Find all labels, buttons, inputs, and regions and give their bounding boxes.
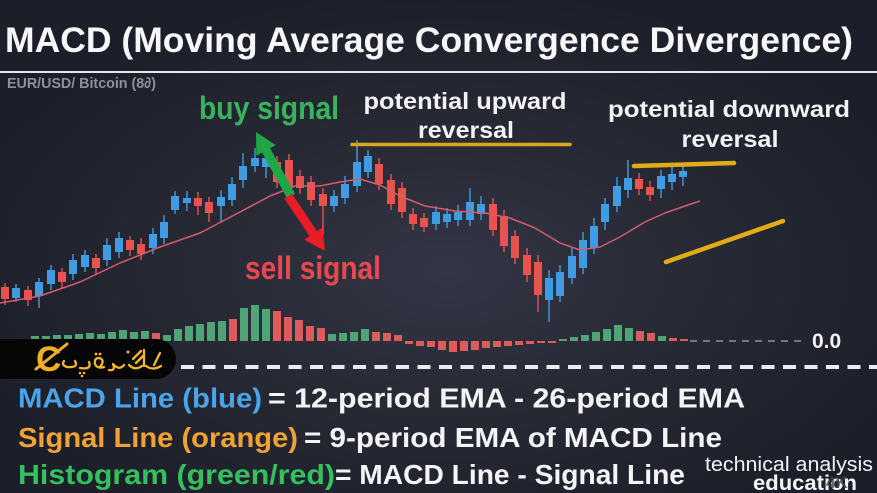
svg-text:reversal: reversal: [418, 117, 514, 143]
svg-text:sell signal: sell signal: [245, 250, 381, 286]
svg-text:reversal: reversal: [682, 126, 779, 152]
svg-text:EUR/USD/ Bitcoin (8∂): EUR/USD/ Bitcoin (8∂): [7, 75, 156, 92]
svg-text:buy signal: buy signal: [199, 90, 339, 126]
svg-text:Signal Line (orange)= 9-period: Signal Line (orange) = 9-period EMA of MA…: [18, 422, 722, 453]
svg-text:potential downward: potential downward: [608, 96, 850, 122]
svg-text:4K: 4K: [826, 473, 848, 492]
svg-text:MACD Line (blue)= 12-period EM: MACD Line (blue) = 12-period EMA - 26-per…: [18, 383, 745, 414]
svg-text:Histogram (green/red)= MACD Li: Histogram (green/red)= MACD Line - Signa…: [18, 459, 685, 490]
svg-text:technical analysis: technical analysis: [705, 454, 873, 476]
svg-text:education: education: [753, 472, 857, 493]
svg-text:MACD (Moving Average Convergen: MACD (Moving Average Convergence Diverge…: [5, 21, 853, 60]
svg-text:0.0: 0.0: [812, 330, 841, 353]
svg-text:potential upward: potential upward: [364, 88, 567, 114]
